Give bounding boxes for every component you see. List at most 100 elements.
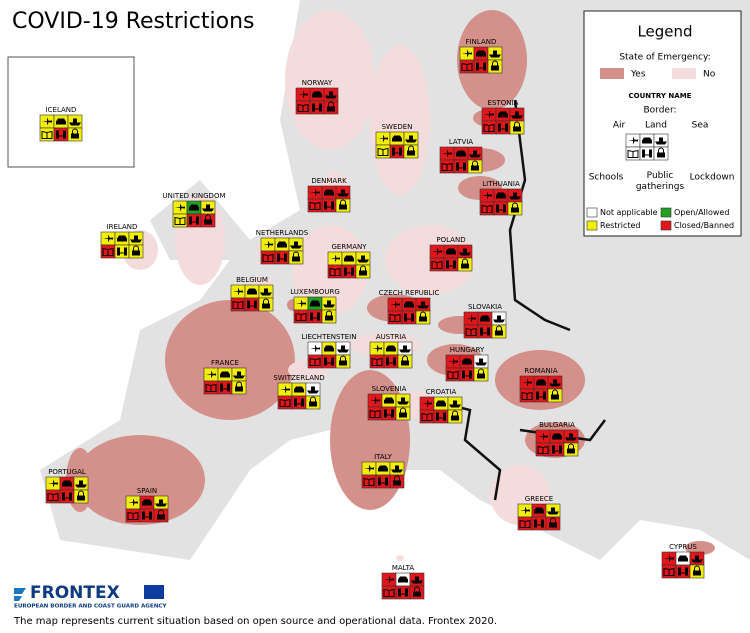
lockdown-icon bbox=[693, 565, 701, 576]
emergency-yes-swatch bbox=[600, 68, 624, 79]
country-box: LUXEMBOURG bbox=[290, 288, 340, 324]
gathering-icon bbox=[456, 162, 466, 171]
emergency-no-swatch bbox=[672, 68, 696, 79]
country-name: SWITZERLAND bbox=[273, 374, 324, 382]
land-icon bbox=[436, 400, 446, 407]
country-box: GREECE bbox=[517, 495, 561, 531]
land-icon bbox=[498, 111, 508, 118]
legend-frame bbox=[583, 10, 742, 237]
gathering-icon bbox=[480, 327, 490, 336]
gathering-icon bbox=[552, 445, 562, 454]
land-icon bbox=[312, 91, 322, 98]
lockdown-icon bbox=[407, 145, 415, 156]
school-icon bbox=[483, 123, 495, 132]
eu-flag bbox=[144, 585, 164, 599]
air-icon bbox=[538, 432, 548, 441]
sea-icon bbox=[325, 91, 337, 99]
country-name: LIECHTENSTEIN bbox=[302, 333, 357, 341]
country-box: AUSTRIA bbox=[369, 333, 413, 369]
country-area bbox=[75, 435, 205, 525]
country-name: FRANCE bbox=[211, 359, 239, 367]
gathering-icon bbox=[476, 62, 486, 71]
sea-icon bbox=[411, 576, 423, 584]
lockdown-icon bbox=[204, 214, 212, 225]
country-box: PORTUGAL bbox=[45, 468, 89, 504]
gathering-icon bbox=[312, 103, 322, 112]
air-icon bbox=[370, 396, 380, 405]
sea-icon bbox=[547, 507, 559, 515]
country-box: SLOVAKIA bbox=[463, 303, 507, 339]
land-icon bbox=[220, 371, 230, 378]
land-icon bbox=[247, 288, 257, 295]
country-name: CZECH REPUBLIC bbox=[379, 289, 440, 297]
country-area bbox=[396, 555, 404, 561]
lockdown-icon bbox=[477, 368, 485, 379]
sea-icon bbox=[391, 465, 403, 473]
gathering-icon bbox=[142, 511, 152, 520]
sea-icon bbox=[233, 371, 245, 379]
lockdown-icon bbox=[359, 265, 367, 276]
land-icon bbox=[536, 379, 546, 386]
land-icon bbox=[446, 248, 456, 255]
land-icon bbox=[384, 397, 394, 404]
lockdown-icon bbox=[292, 251, 300, 262]
country-box: CZECH REPUBLIC bbox=[379, 289, 440, 325]
sea-icon bbox=[417, 301, 429, 309]
country-name: UNITED KINGDOM bbox=[163, 192, 226, 200]
land-icon bbox=[496, 192, 506, 199]
school-icon bbox=[627, 149, 639, 158]
gathering-icon bbox=[294, 398, 304, 407]
status-swatch bbox=[660, 220, 672, 231]
country-area bbox=[285, 10, 375, 150]
lockdown-icon bbox=[235, 381, 243, 392]
land-icon bbox=[324, 189, 334, 196]
lockdown-icon bbox=[339, 199, 347, 210]
land-icon bbox=[117, 235, 127, 242]
status-label: Open/Allowed bbox=[674, 208, 729, 217]
school-icon bbox=[309, 357, 321, 366]
legend-title: Legend bbox=[637, 23, 692, 41]
sea-icon bbox=[130, 235, 142, 243]
sea-icon bbox=[155, 499, 167, 507]
country-name: CROATIA bbox=[426, 388, 457, 396]
country-box: SPAIN bbox=[125, 487, 169, 523]
school-icon bbox=[371, 357, 383, 366]
sea-icon bbox=[469, 150, 481, 158]
country-area bbox=[165, 300, 295, 420]
status-swatch bbox=[660, 207, 672, 218]
country-box: LATVIA bbox=[439, 138, 483, 174]
country-box: SWITZERLAND bbox=[273, 374, 325, 410]
air-icon bbox=[372, 344, 382, 353]
country-name: CYPRUS bbox=[669, 543, 697, 551]
gathering-icon bbox=[498, 123, 508, 132]
lockdown-icon bbox=[393, 475, 401, 486]
school-icon bbox=[421, 412, 433, 421]
school-icon bbox=[295, 312, 307, 321]
land-icon bbox=[378, 465, 388, 472]
land-icon bbox=[462, 358, 472, 365]
status-swatch bbox=[586, 220, 598, 231]
school-icon bbox=[102, 247, 114, 256]
school-icon bbox=[383, 588, 395, 597]
country-name: SWEDEN bbox=[382, 123, 413, 131]
land-icon bbox=[642, 137, 652, 144]
land-icon bbox=[480, 315, 490, 322]
legend-border: Border: bbox=[643, 106, 676, 116]
country-name: GREECE bbox=[525, 495, 553, 503]
school-icon bbox=[431, 260, 443, 269]
country-area bbox=[370, 45, 430, 195]
country-name: LITHUANIA bbox=[482, 180, 520, 188]
air-icon bbox=[263, 240, 273, 249]
country-name: ITALY bbox=[374, 453, 393, 461]
school-icon bbox=[174, 216, 186, 225]
legend-emergency-label: State of Emergency: bbox=[619, 53, 710, 63]
country-name: SLOVENIA bbox=[372, 385, 407, 393]
footer: The map represents current situation bas… bbox=[13, 616, 497, 627]
sea-icon bbox=[459, 248, 471, 256]
status-label: Closed/Banned bbox=[674, 221, 734, 230]
legend-no: No bbox=[703, 70, 716, 80]
air-icon bbox=[364, 464, 374, 473]
gathering-icon bbox=[324, 201, 334, 210]
lockdown-icon bbox=[262, 298, 270, 309]
air-icon bbox=[206, 370, 216, 379]
